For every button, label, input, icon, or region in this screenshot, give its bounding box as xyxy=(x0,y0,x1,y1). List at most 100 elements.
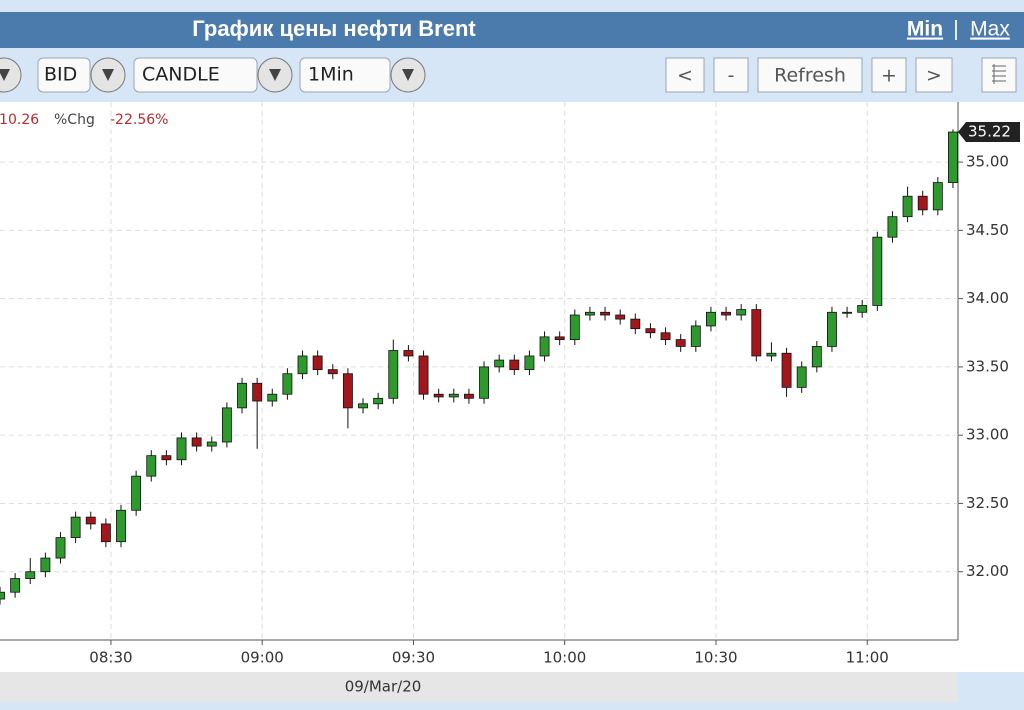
candle-body xyxy=(917,195,928,211)
y-tick-label: 32.00 xyxy=(966,562,1009,580)
max-link[interactable]: Max xyxy=(970,18,1010,41)
nav-button-label: - xyxy=(728,65,735,87)
price-type-box[interactable] xyxy=(37,57,91,93)
candle-body xyxy=(705,311,716,327)
candle-body xyxy=(675,339,686,347)
x-tick-label: 09:30 xyxy=(392,649,435,667)
y-tick-label: 32.50 xyxy=(966,494,1009,512)
candle-body xyxy=(131,475,142,511)
candle-body xyxy=(615,314,626,320)
candle-body xyxy=(176,437,187,461)
last-price-tag xyxy=(958,122,1020,143)
candle-body xyxy=(584,311,595,316)
y-tick-label: 34.00 xyxy=(966,289,1009,307)
nav-button[interactable] xyxy=(871,57,907,93)
nav-button[interactable] xyxy=(665,57,705,93)
min-link[interactable]: Min xyxy=(907,18,943,41)
candle-body xyxy=(630,318,641,330)
x-tick-label: 09:00 xyxy=(241,649,284,667)
candle-body xyxy=(342,373,353,409)
table-icon xyxy=(992,64,1006,84)
change: -10.26 xyxy=(0,112,39,128)
candle-body xyxy=(100,523,111,543)
nav-button[interactable] xyxy=(713,57,749,93)
candle-body xyxy=(433,393,444,398)
candle-body xyxy=(116,509,126,543)
candle-body xyxy=(811,346,822,368)
candle-body xyxy=(0,591,5,600)
chart: 32.00 32.50 33.00 33.50 34.00 34.50 35.00 08:30… xyxy=(0,102,1020,667)
candle-body xyxy=(887,216,898,238)
interval-box[interactable] xyxy=(299,57,391,93)
date-label: 09/Mar/20 xyxy=(345,678,422,696)
candle-body xyxy=(312,355,323,371)
candle-body xyxy=(40,557,51,573)
candle-body xyxy=(267,393,278,402)
candle-body xyxy=(252,382,263,402)
candle-body xyxy=(463,393,474,399)
dropdown-arrow[interactable] xyxy=(0,57,22,93)
table-button[interactable] xyxy=(981,57,1017,93)
nav-button-label: + xyxy=(881,65,897,87)
arrow-icon xyxy=(269,69,281,81)
candle-body xyxy=(388,350,399,399)
candle-body xyxy=(932,182,943,211)
candle-body xyxy=(55,537,66,559)
candle-body xyxy=(146,455,157,477)
last-price: 35.22 xyxy=(968,123,1011,141)
candle-body xyxy=(600,311,610,316)
candle-body xyxy=(191,437,202,447)
nav-button-label: Refresh xyxy=(774,65,846,87)
candle-body xyxy=(660,332,671,340)
interval: 1Min xyxy=(308,64,354,86)
y-tick-label: 33.50 xyxy=(966,357,1009,375)
candle-body xyxy=(902,195,913,218)
x-tick-label: 11:00 xyxy=(846,649,889,667)
candle-body xyxy=(448,393,459,398)
chart-style-box[interactable] xyxy=(133,57,258,93)
candle-body xyxy=(25,571,36,579)
header-bar xyxy=(0,12,1024,48)
nav-button[interactable] xyxy=(757,57,863,93)
candle-body xyxy=(373,397,384,405)
date-strip xyxy=(0,672,958,702)
candle-body xyxy=(85,516,96,525)
x-tick-label: 10:30 xyxy=(694,649,737,667)
header-title: График цены нефти Brent xyxy=(192,16,476,41)
candle-body xyxy=(721,311,732,316)
x-tick-label: 08:30 xyxy=(89,649,132,667)
candle-body xyxy=(857,305,868,313)
candle-body xyxy=(827,311,837,347)
arrow-icon xyxy=(0,69,10,81)
candle-body xyxy=(751,309,762,357)
candle-body xyxy=(766,352,777,357)
candle-body xyxy=(297,355,308,375)
nav-button-label: > xyxy=(926,65,942,87)
candle-body xyxy=(70,516,81,538)
y-tick-label: 33.00 xyxy=(966,426,1009,444)
candle-body xyxy=(554,336,565,340)
arrow-icon xyxy=(402,69,414,81)
candle-body xyxy=(645,328,656,334)
nav-buttons: < - Refresh + > xyxy=(665,57,953,93)
candle-body xyxy=(403,350,414,357)
candle-body xyxy=(494,359,505,368)
candle-body xyxy=(161,455,172,461)
nav-button[interactable] xyxy=(915,57,953,93)
candle-body xyxy=(569,314,580,340)
candle-body xyxy=(736,309,747,316)
pct-label: %Chg xyxy=(54,112,95,128)
candle-body xyxy=(842,311,853,314)
candle-body xyxy=(221,407,232,443)
y-tick-label: 35.00 xyxy=(966,153,1009,171)
candle-body xyxy=(282,373,293,395)
pct-change: -22.56% xyxy=(110,112,168,128)
plot-area xyxy=(0,102,1024,672)
price-type: BID xyxy=(44,64,77,86)
candle-body xyxy=(872,236,883,306)
separator: | xyxy=(953,18,958,41)
candle-body xyxy=(237,382,247,409)
candle-body xyxy=(690,325,701,347)
arrow-icon xyxy=(102,69,114,81)
